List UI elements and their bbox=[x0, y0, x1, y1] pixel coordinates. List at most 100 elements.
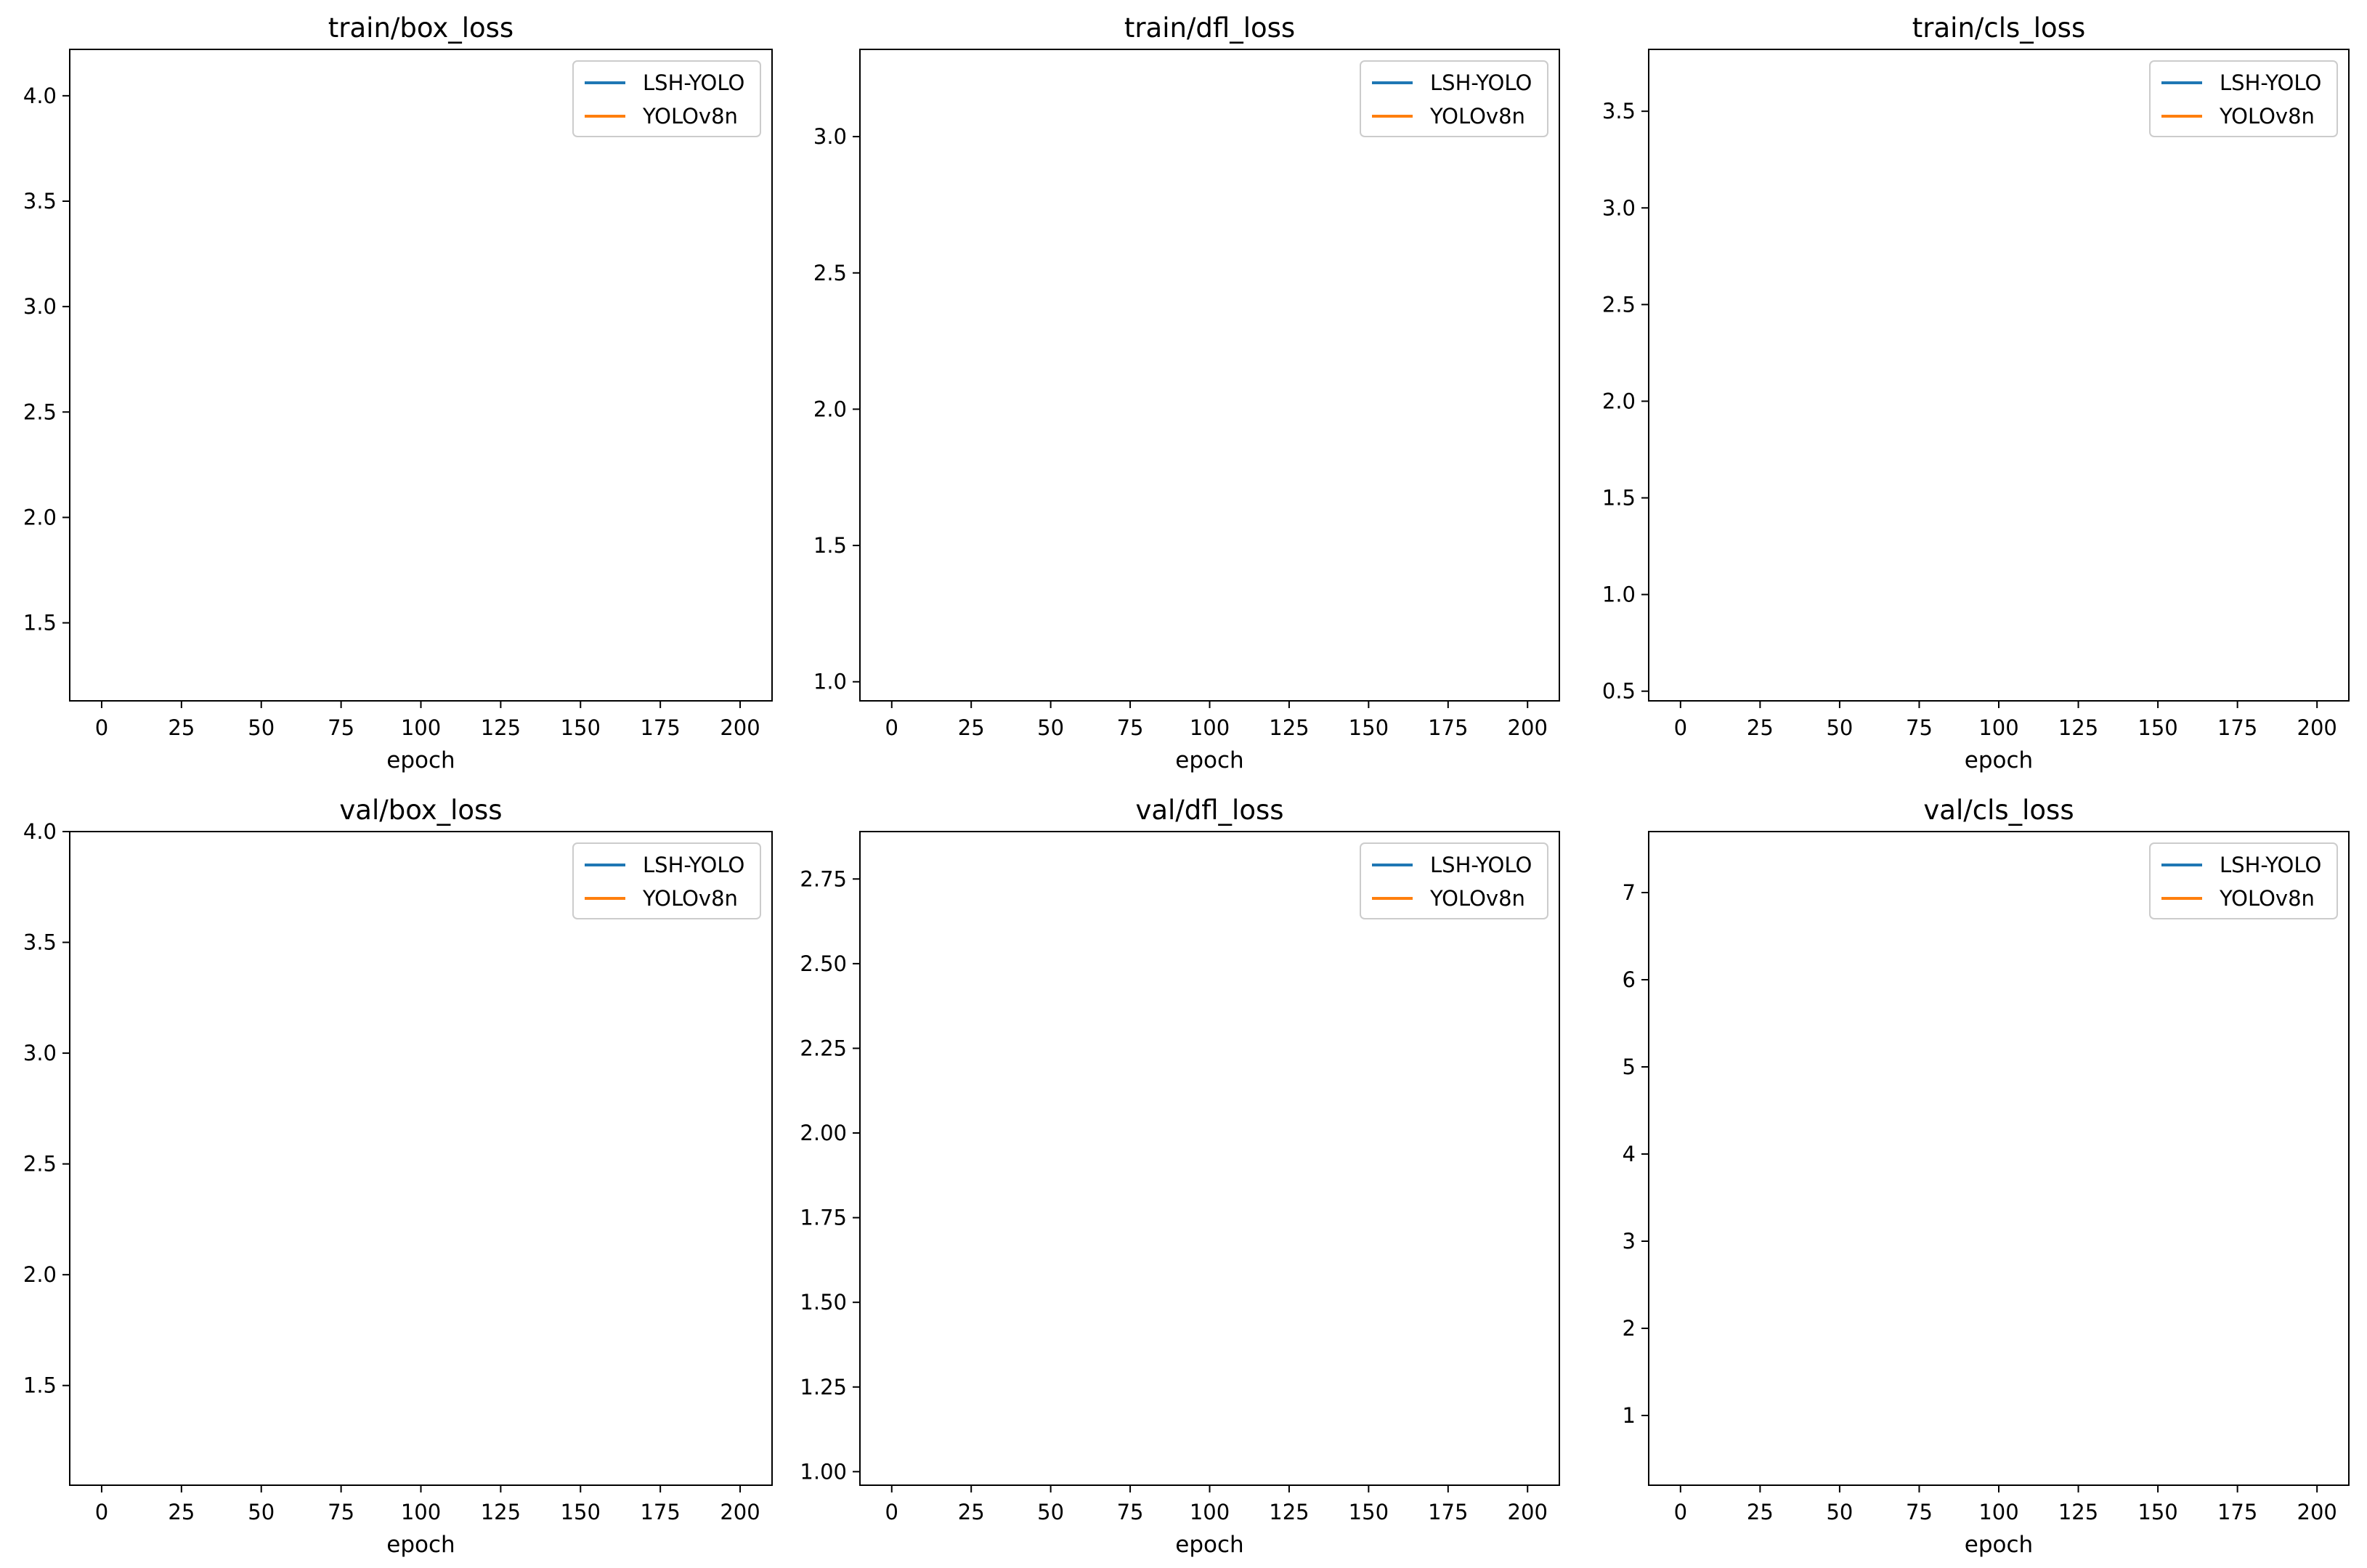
subplot-4: val/box_loss 0 25 50 75 100 125 150 175 200 1.5 2.0… bbox=[23, 795, 773, 1558]
y-tick-label: 2.5 bbox=[23, 399, 57, 424]
subplot-title: val/box_loss bbox=[339, 795, 502, 826]
axes-frame bbox=[1648, 831, 2350, 1486]
subplot-title: train/dfl_loss bbox=[1124, 12, 1295, 44]
legend-label: LSH-YOLO bbox=[643, 853, 744, 877]
y-tick-label: 2 bbox=[1623, 1316, 1636, 1341]
y-tick-label: 3.5 bbox=[23, 930, 57, 955]
y-tick-label: 2.5 bbox=[813, 261, 847, 285]
legend: LSH-YOLO YOLOv8n bbox=[572, 842, 761, 919]
x-tick-label: 125 bbox=[481, 1500, 521, 1524]
y-tick-label: 7 bbox=[1623, 880, 1636, 905]
x-axis-label: epoch bbox=[386, 747, 455, 773]
y-tick-label: 2.0 bbox=[813, 397, 847, 421]
x-tick-label: 100 bbox=[401, 1500, 441, 1524]
x-tick-label: 200 bbox=[2297, 1500, 2337, 1524]
x-tick-label: 75 bbox=[328, 715, 354, 740]
y-tick-label: 2.0 bbox=[1602, 389, 1636, 413]
legend-label: YOLOv8n bbox=[2219, 886, 2315, 911]
y-tick-label: 3.5 bbox=[23, 189, 57, 214]
x-tick-label: 100 bbox=[1978, 715, 2018, 740]
subplot-title: val/cls_loss bbox=[1923, 795, 2074, 826]
x-tick-label: 25 bbox=[1747, 715, 1774, 740]
subplot-5: val/dfl_loss 0 25 50 75 100 125 150 175 200 1.00 1.… bbox=[800, 795, 1560, 1558]
x-tick-label: 100 bbox=[1190, 1500, 1230, 1524]
legend-label: YOLOv8n bbox=[2219, 104, 2315, 129]
x-tick-label: 175 bbox=[2217, 715, 2257, 740]
x-tick-label: 25 bbox=[168, 1500, 195, 1524]
axes-frame bbox=[859, 49, 1560, 702]
x-tick-label: 0 bbox=[885, 1500, 898, 1524]
x-tick-label: 125 bbox=[2058, 715, 2098, 740]
x-tick-label: 0 bbox=[95, 1500, 108, 1524]
y-tick-label: 2.50 bbox=[800, 951, 847, 976]
subplot-6: val/cls_loss 0 25 50 75 100 125 150 175 200 1 2 3 4 5 6… bbox=[1623, 795, 2350, 1558]
x-tick-label: 75 bbox=[1906, 1500, 1933, 1524]
x-axis-label: epoch bbox=[1175, 1532, 1243, 1558]
x-tick-label: 100 bbox=[1190, 715, 1230, 740]
y-tick-label: 5 bbox=[1623, 1055, 1636, 1079]
y-tick-label: 1.5 bbox=[23, 1373, 57, 1398]
y-tick-label: 2.25 bbox=[800, 1036, 847, 1060]
x-tick-label: 125 bbox=[1269, 715, 1309, 740]
x-axis-label: epoch bbox=[1175, 747, 1243, 773]
y-tick-label: 4 bbox=[1623, 1142, 1636, 1166]
y-tick-label: 1.5 bbox=[1602, 486, 1636, 511]
x-tick-label: 50 bbox=[248, 1500, 275, 1524]
legend: LSH-YOLO YOLOv8n bbox=[1360, 60, 1548, 137]
legend-label: LSH-YOLO bbox=[1430, 853, 1532, 877]
y-tick-label: 1.50 bbox=[800, 1290, 847, 1315]
legend-label: YOLOv8n bbox=[1429, 886, 1525, 911]
legend-label: YOLOv8n bbox=[1429, 104, 1525, 129]
y-tick-label: 2.0 bbox=[23, 505, 57, 529]
x-axis-label: epoch bbox=[1965, 747, 2033, 773]
x-tick-label: 125 bbox=[2058, 1500, 2098, 1524]
y-tick-label: 2.75 bbox=[800, 866, 847, 891]
axes-frame bbox=[1648, 49, 2350, 702]
x-tick-label: 25 bbox=[168, 715, 195, 740]
subplot-1: train/box_loss 0 25 50 75 100 125 150 175 200 1.5 2… bbox=[23, 12, 773, 773]
x-tick-label: 175 bbox=[640, 1500, 680, 1524]
y-tick-label: 1.75 bbox=[800, 1206, 847, 1230]
x-tick-label: 200 bbox=[2297, 715, 2337, 740]
x-tick-label: 125 bbox=[481, 715, 521, 740]
subplot-title: train/cls_loss bbox=[1912, 12, 2085, 44]
y-tick-label: 4.0 bbox=[23, 84, 57, 108]
x-tick-label: 200 bbox=[720, 1500, 760, 1524]
x-tick-label: 75 bbox=[1117, 1500, 1144, 1524]
y-tick-label: 2.5 bbox=[23, 1152, 57, 1177]
x-tick-label: 150 bbox=[1349, 715, 1389, 740]
legend: LSH-YOLO YOLOv8n bbox=[2149, 842, 2338, 919]
legend-label: YOLOv8n bbox=[642, 104, 738, 129]
subplot-title: val/dfl_loss bbox=[1135, 795, 1283, 826]
x-tick-label: 0 bbox=[1674, 715, 1687, 740]
x-tick-label: 150 bbox=[561, 1500, 601, 1524]
axes-frame bbox=[69, 831, 773, 1486]
x-tick-label: 75 bbox=[1117, 715, 1144, 740]
x-tick-label: 200 bbox=[720, 715, 760, 740]
x-tick-label: 125 bbox=[1269, 1500, 1309, 1524]
y-tick-label: 1.0 bbox=[1602, 582, 1636, 607]
x-tick-label: 0 bbox=[1674, 1500, 1687, 1524]
x-tick-label: 100 bbox=[1978, 1500, 2018, 1524]
y-tick-label: 3.0 bbox=[23, 1041, 57, 1065]
legend-label: LSH-YOLO bbox=[643, 70, 744, 95]
subplot-3: train/cls_loss 0 25 50 75 100 125 150 175 200 0.5 1… bbox=[1602, 12, 2350, 773]
x-axis-label: epoch bbox=[386, 1532, 455, 1558]
x-tick-label: 150 bbox=[2137, 1500, 2177, 1524]
y-tick-label: 2.00 bbox=[800, 1121, 847, 1145]
legend-label: LSH-YOLO bbox=[2220, 70, 2321, 95]
y-tick-label: 3.5 bbox=[1602, 99, 1636, 123]
legend: LSH-YOLO YOLOv8n bbox=[1360, 842, 1548, 919]
legend-label: LSH-YOLO bbox=[1430, 70, 1532, 95]
y-tick-label: 3.0 bbox=[813, 124, 847, 149]
y-tick-label: 1.0 bbox=[813, 670, 847, 694]
x-tick-label: 200 bbox=[1508, 1500, 1548, 1524]
x-tick-label: 50 bbox=[1037, 715, 1064, 740]
y-tick-label: 0.5 bbox=[1602, 679, 1636, 704]
subplot-2: train/dfl_loss 0 25 50 75 100 125 150 175 200 1.0 1… bbox=[813, 12, 1560, 773]
x-tick-label: 25 bbox=[1747, 1500, 1774, 1524]
x-tick-label: 75 bbox=[1906, 715, 1933, 740]
subplot-title: train/box_loss bbox=[328, 12, 513, 44]
x-tick-label: 50 bbox=[1826, 715, 1853, 740]
